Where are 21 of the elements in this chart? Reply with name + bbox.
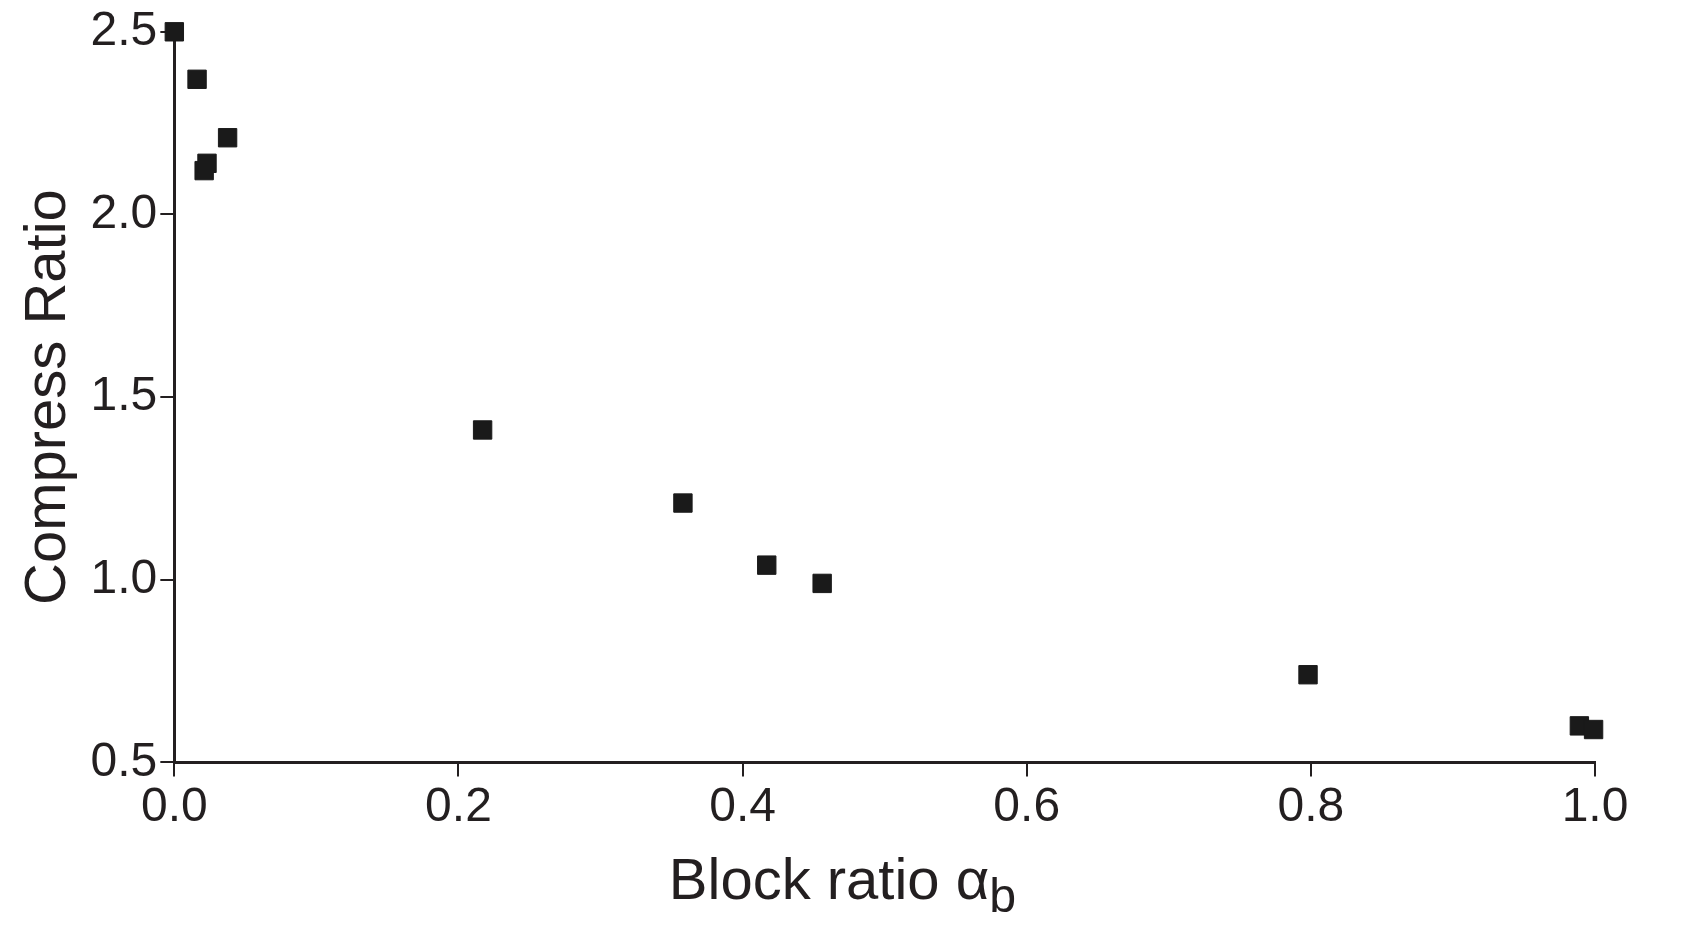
point: [812, 573, 832, 594]
x-axis-title: Block ratio α$_{b}$: [667, 845, 1018, 923]
point: [673, 493, 693, 513]
x-tick-label: 0.2: [425, 778, 492, 832]
x-tick-label: 0.4: [709, 778, 776, 832]
y-tick-label: 2.0: [90, 184, 158, 238]
y-tick-label: 1.0: [90, 549, 158, 603]
point: [1583, 719, 1604, 740]
x-tick-label: 1.0: [1561, 778, 1629, 832]
x-tick-label: 0.8: [1277, 778, 1345, 832]
point: [1298, 665, 1318, 685]
point: [164, 22, 185, 42]
point: [472, 420, 493, 440]
x-tick-label: 0.6: [993, 778, 1061, 832]
point: [187, 69, 207, 89]
point: [197, 153, 217, 173]
y-axis-title: Compress Ratio: [11, 189, 77, 606]
point: [217, 128, 238, 148]
point: [757, 555, 777, 575]
y-tick-label: 1.5: [90, 367, 158, 421]
y-tick-label: 2.5: [90, 2, 158, 56]
